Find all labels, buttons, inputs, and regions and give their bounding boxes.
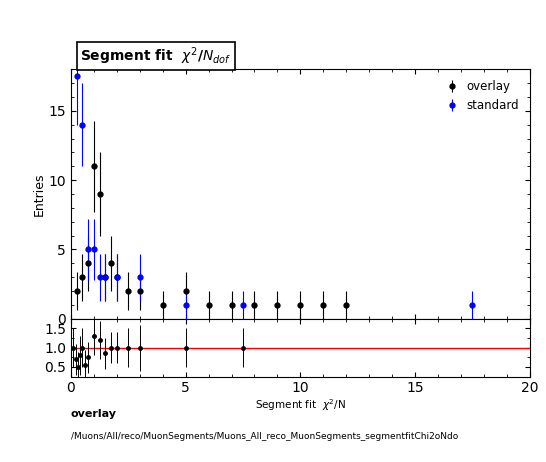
Legend: overlay, standard: overlay, standard xyxy=(438,75,524,116)
Text: overlay: overlay xyxy=(71,409,117,419)
Text: Segment fit  $\chi^2$/$N_{dof}$: Segment fit $\chi^2$/$N_{dof}$ xyxy=(80,45,232,67)
Text: /Muons/All/reco/MuonSegments/Muons_All_reco_MuonSegments_segmentfitChi2oNdo: /Muons/All/reco/MuonSegments/Muons_All_r… xyxy=(71,432,458,441)
X-axis label: Segment fit  $\chi^2$/N: Segment fit $\chi^2$/N xyxy=(255,397,346,413)
Y-axis label: Entries: Entries xyxy=(33,172,46,216)
